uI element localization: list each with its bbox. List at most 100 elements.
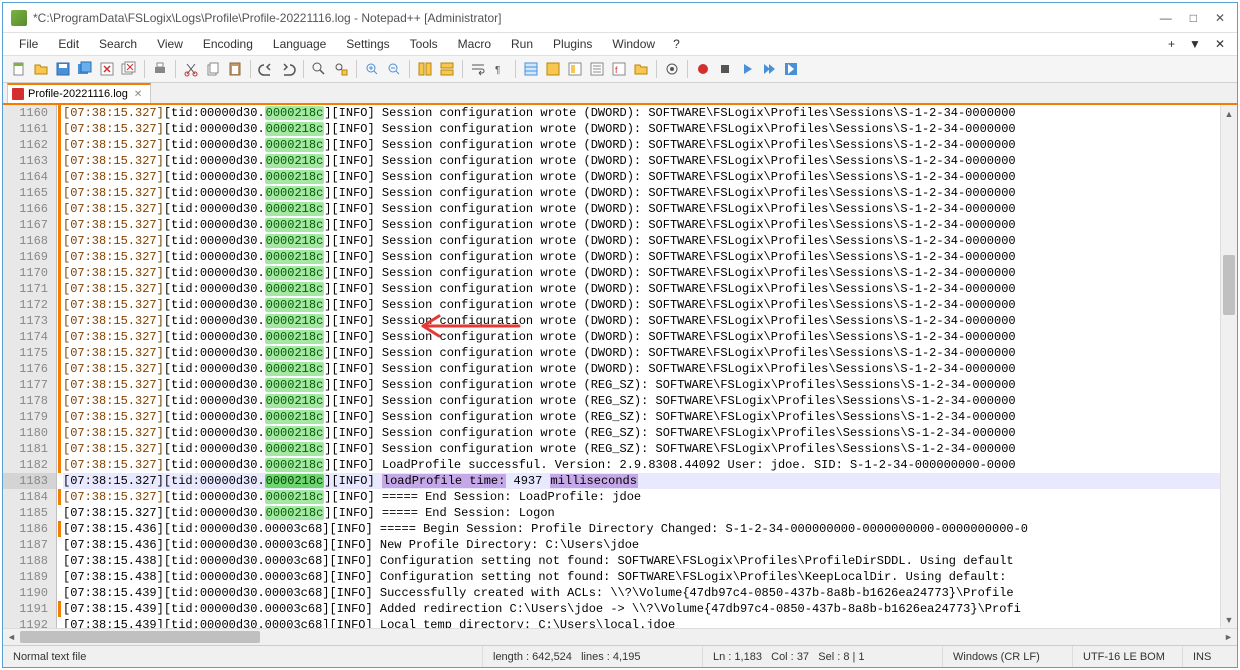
close-all-icon[interactable] xyxy=(119,59,139,79)
close-button[interactable]: ✕ xyxy=(1215,11,1225,25)
menu-dropdown-icon[interactable]: ▼ xyxy=(1185,35,1205,53)
play-icon[interactable] xyxy=(737,59,757,79)
code-line[interactable]: [07:38:15.327][tid:00000d30.0000218c][IN… xyxy=(63,137,1237,153)
code-line[interactable]: [07:38:15.327][tid:00000d30.0000218c][IN… xyxy=(63,425,1237,441)
print-icon[interactable] xyxy=(150,59,170,79)
code-line[interactable]: [07:38:15.327][tid:00000d30.0000218c][IN… xyxy=(63,313,1237,329)
code-line[interactable]: [07:38:15.439][tid:00000d30.00003c68][IN… xyxy=(63,585,1237,601)
code-editor[interactable]: [07:38:15.327][tid:00000d30.0000218c][IN… xyxy=(63,105,1237,628)
scroll-thumb[interactable] xyxy=(1223,255,1235,315)
minimize-button[interactable]: — xyxy=(1160,11,1172,25)
menu-macro[interactable]: Macro xyxy=(450,35,499,53)
code-line[interactable]: [07:38:15.327][tid:00000d30.0000218c][IN… xyxy=(63,329,1237,345)
code-line[interactable]: [07:38:15.327][tid:00000d30.0000218c][IN… xyxy=(63,153,1237,169)
code-line[interactable]: [07:38:15.327][tid:00000d30.0000218c][IN… xyxy=(63,377,1237,393)
cut-icon[interactable] xyxy=(181,59,201,79)
close-file-icon[interactable] xyxy=(97,59,117,79)
menu-help[interactable]: ? xyxy=(667,35,686,53)
open-file-icon[interactable] xyxy=(31,59,51,79)
menu-close-icon[interactable]: ✕ xyxy=(1211,35,1229,53)
sync-v-icon[interactable] xyxy=(415,59,435,79)
menu-plugins[interactable]: Plugins xyxy=(545,35,600,53)
menu-encoding[interactable]: Encoding xyxy=(195,35,261,53)
doc-list-icon[interactable] xyxy=(587,59,607,79)
scroll-right-icon[interactable]: ► xyxy=(1220,629,1237,645)
scroll-left-icon[interactable]: ◄ xyxy=(3,629,20,645)
code-line[interactable]: [07:38:15.327][tid:00000d30.0000218c][IN… xyxy=(63,217,1237,233)
lang-icon[interactable] xyxy=(543,59,563,79)
code-line[interactable]: [07:38:15.439][tid:00000d30.00003c68][IN… xyxy=(63,617,1237,628)
play-multi-icon[interactable] xyxy=(759,59,779,79)
code-line[interactable]: [07:38:15.327][tid:00000d30.0000218c][IN… xyxy=(63,297,1237,313)
copy-icon[interactable] xyxy=(203,59,223,79)
save-macro-icon[interactable] xyxy=(781,59,801,79)
tabbar: Profile-20221116.log ✕ xyxy=(3,83,1237,105)
code-line[interactable]: [07:38:15.439][tid:00000d30.00003c68][IN… xyxy=(63,601,1237,617)
code-line[interactable]: [07:38:15.327][tid:00000d30.0000218c][IN… xyxy=(63,457,1237,473)
sync-h-icon[interactable] xyxy=(437,59,457,79)
scroll-down-icon[interactable]: ▼ xyxy=(1221,611,1237,628)
code-line[interactable]: [07:38:15.438][tid:00000d30.00003c68][IN… xyxy=(63,553,1237,569)
code-line[interactable]: [07:38:15.327][tid:00000d30.0000218c][IN… xyxy=(63,489,1237,505)
vertical-scrollbar[interactable]: ▲ ▼ xyxy=(1220,105,1237,628)
replace-icon[interactable] xyxy=(331,59,351,79)
code-line[interactable]: [07:38:15.327][tid:00000d30.0000218c][IN… xyxy=(63,473,1237,489)
code-line[interactable]: [07:38:15.327][tid:00000d30.0000218c][IN… xyxy=(63,393,1237,409)
save-icon[interactable] xyxy=(53,59,73,79)
allchars-icon[interactable]: ¶ xyxy=(490,59,510,79)
code-line[interactable]: [07:38:15.327][tid:00000d30.0000218c][IN… xyxy=(63,345,1237,361)
code-line[interactable]: [07:38:15.327][tid:00000d30.0000218c][IN… xyxy=(63,505,1237,521)
indent-guide-icon[interactable] xyxy=(521,59,541,79)
scroll-up-icon[interactable]: ▲ xyxy=(1221,105,1237,122)
new-file-icon[interactable] xyxy=(9,59,29,79)
code-line[interactable]: [07:38:15.327][tid:00000d30.0000218c][IN… xyxy=(63,105,1237,121)
zoom-out-icon[interactable] xyxy=(384,59,404,79)
find-icon[interactable] xyxy=(309,59,329,79)
menu-search[interactable]: Search xyxy=(91,35,145,53)
code-line[interactable]: [07:38:15.327][tid:00000d30.0000218c][IN… xyxy=(63,201,1237,217)
status-encoding[interactable]: UTF-16 LE BOM xyxy=(1073,646,1183,667)
menu-language[interactable]: Language xyxy=(265,35,334,53)
menu-settings[interactable]: Settings xyxy=(338,35,397,53)
code-line[interactable]: [07:38:15.327][tid:00000d30.0000218c][IN… xyxy=(63,409,1237,425)
code-line[interactable]: [07:38:15.327][tid:00000d30.0000218c][IN… xyxy=(63,169,1237,185)
change-marker xyxy=(58,585,61,601)
menu-edit[interactable]: Edit xyxy=(50,35,87,53)
status-eol[interactable]: Windows (CR LF) xyxy=(943,646,1073,667)
undo-icon[interactable] xyxy=(256,59,276,79)
menu-view[interactable]: View xyxy=(149,35,191,53)
monitor-icon[interactable] xyxy=(662,59,682,79)
zoom-in-icon[interactable] xyxy=(362,59,382,79)
stop-icon[interactable] xyxy=(715,59,735,79)
menu-run[interactable]: Run xyxy=(503,35,541,53)
record-icon[interactable] xyxy=(693,59,713,79)
menu-file[interactable]: File xyxy=(11,35,46,53)
code-line[interactable]: [07:38:15.436][tid:00000d30.00003c68][IN… xyxy=(63,537,1237,553)
save-all-icon[interactable] xyxy=(75,59,95,79)
code-line[interactable]: [07:38:15.327][tid:00000d30.0000218c][IN… xyxy=(63,265,1237,281)
code-line[interactable]: [07:38:15.327][tid:00000d30.0000218c][IN… xyxy=(63,249,1237,265)
code-line[interactable]: [07:38:15.327][tid:00000d30.0000218c][IN… xyxy=(63,361,1237,377)
tab-close-icon[interactable]: ✕ xyxy=(134,89,142,100)
menu-window[interactable]: Window xyxy=(604,35,663,53)
code-line[interactable]: [07:38:15.327][tid:00000d30.0000218c][IN… xyxy=(63,281,1237,297)
code-line[interactable]: [07:38:15.327][tid:00000d30.0000218c][IN… xyxy=(63,441,1237,457)
status-ins[interactable]: INS xyxy=(1183,646,1237,667)
redo-icon[interactable] xyxy=(278,59,298,79)
paste-icon[interactable] xyxy=(225,59,245,79)
hscroll-thumb[interactable] xyxy=(20,631,260,643)
code-line[interactable]: [07:38:15.327][tid:00000d30.0000218c][IN… xyxy=(63,121,1237,137)
file-tab[interactable]: Profile-20221116.log ✕ xyxy=(7,83,151,103)
code-line[interactable]: [07:38:15.438][tid:00000d30.00003c68][IN… xyxy=(63,569,1237,585)
code-line[interactable]: [07:38:15.327][tid:00000d30.0000218c][IN… xyxy=(63,233,1237,249)
folder-icon[interactable] xyxy=(631,59,651,79)
maximize-button[interactable]: □ xyxy=(1190,11,1197,25)
menu-plus-icon[interactable]: + xyxy=(1164,35,1179,53)
horizontal-scrollbar[interactable]: ◄ ► xyxy=(3,628,1237,645)
doc-map-icon[interactable] xyxy=(565,59,585,79)
func-list-icon[interactable]: f xyxy=(609,59,629,79)
code-line[interactable]: [07:38:15.436][tid:00000d30.00003c68][IN… xyxy=(63,521,1237,537)
code-line[interactable]: [07:38:15.327][tid:00000d30.0000218c][IN… xyxy=(63,185,1237,201)
menu-tools[interactable]: Tools xyxy=(402,35,446,53)
wordwrap-icon[interactable] xyxy=(468,59,488,79)
